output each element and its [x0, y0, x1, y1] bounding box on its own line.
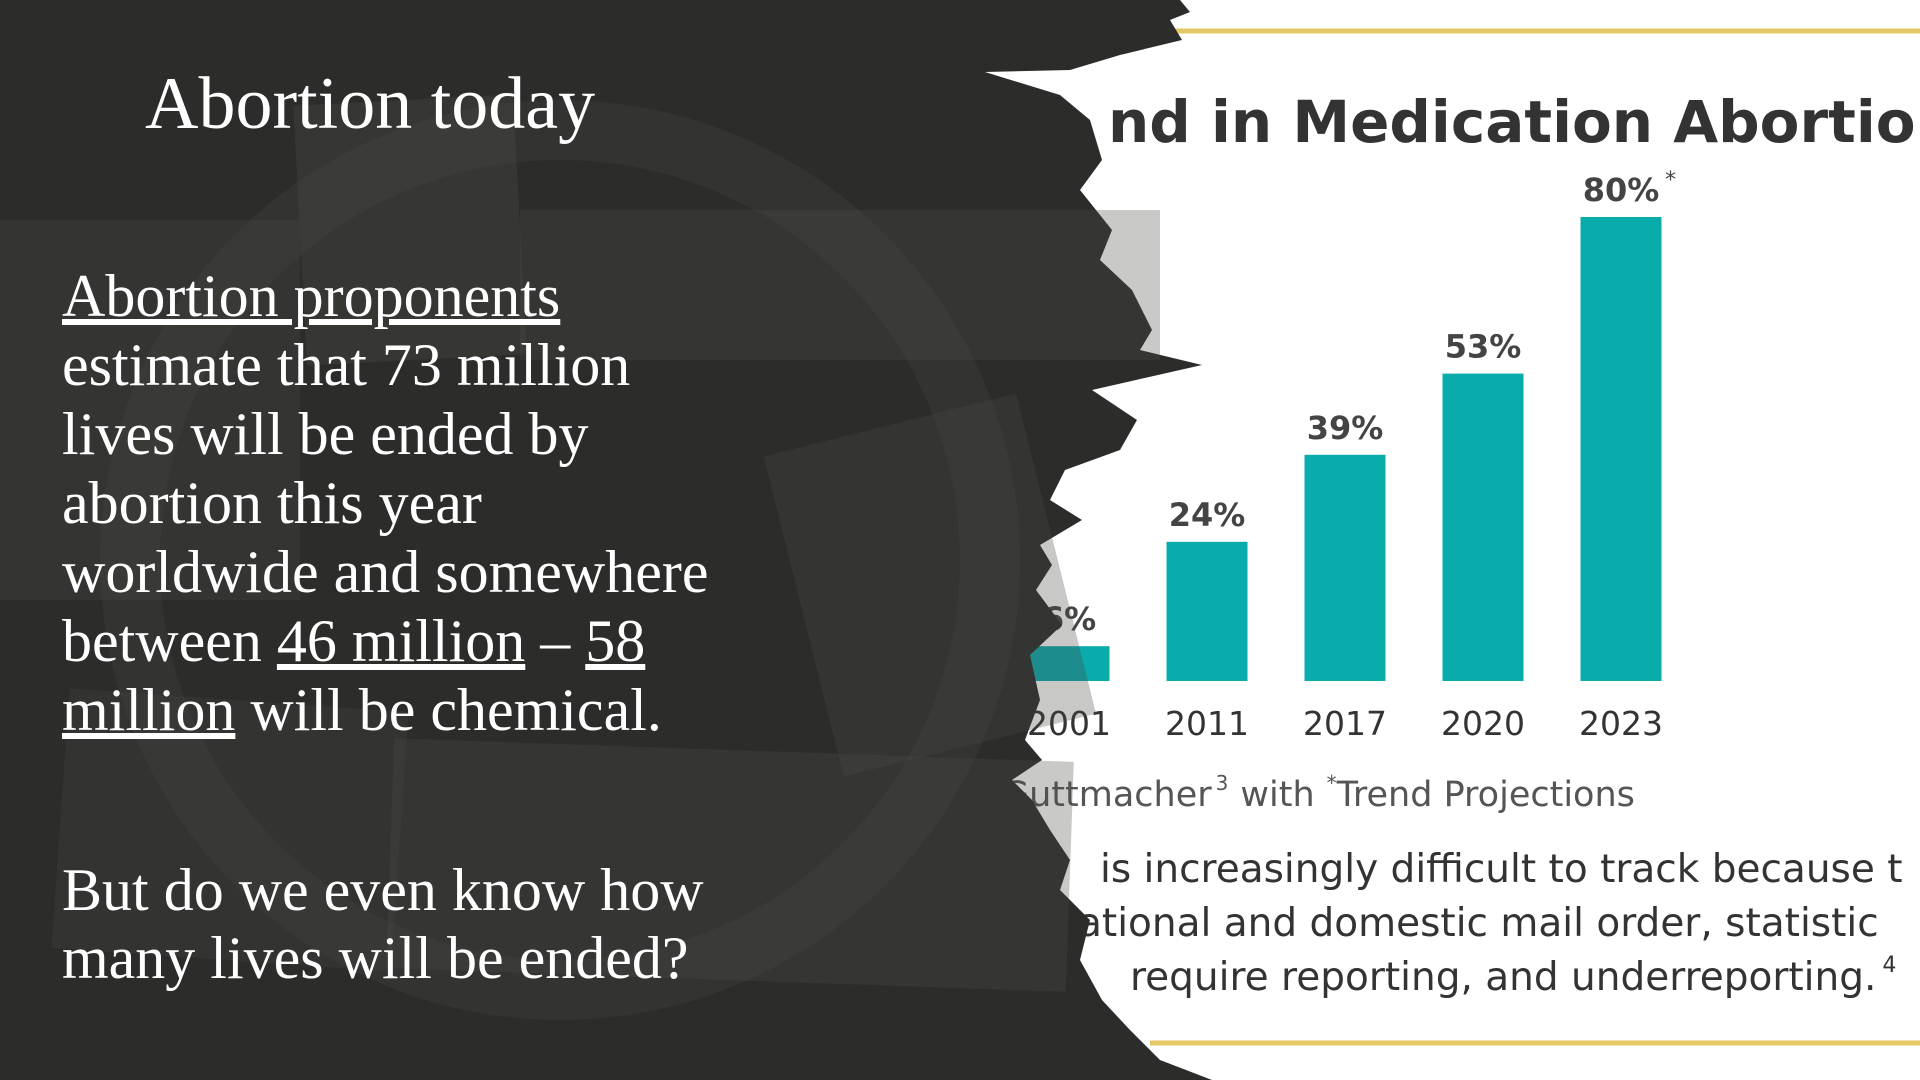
note-line: ational and domestic mail order, statist…	[1078, 901, 1879, 946]
x-tick-label: 2001	[1027, 704, 1111, 743]
question-line: But do we even know how	[62, 857, 704, 923]
newspaper-clipping	[293, 94, 527, 366]
underlined-text: million	[62, 677, 235, 743]
source-name: Guttmacher	[1002, 775, 1212, 815]
note-line: is increasingly difficult to track becau…	[1100, 847, 1903, 892]
bar	[1442, 373, 1524, 681]
body-line: abortion this year	[62, 470, 482, 536]
value-label: 39%	[1307, 409, 1384, 447]
background-circle	[100, 100, 1020, 1020]
chart: nd in Medication Abortion6%200124%201139…	[1002, 88, 1920, 1000]
x-tick-label: 2011	[1165, 704, 1249, 743]
x-tick-label: 2020	[1441, 704, 1525, 743]
text-segment: will be chemical.	[235, 677, 662, 743]
note-ref: 4	[1882, 953, 1896, 978]
text-segment: estimate that 73 million	[62, 332, 630, 398]
text-segment: –	[525, 608, 585, 674]
bar	[1304, 454, 1386, 681]
text-segment: worldwide and somewhere	[62, 539, 708, 605]
projection-label: Trend Projections	[1336, 775, 1635, 815]
bar	[1166, 541, 1248, 681]
underlined-text: 46 million	[277, 608, 525, 674]
newspaper-clipping	[763, 393, 1097, 777]
projection-mark: *	[1665, 168, 1676, 193]
source-mid: with	[1240, 775, 1314, 815]
text-segment: lives will be ended by	[62, 401, 589, 467]
newspaper-clipping	[0, 220, 300, 600]
chart-title: nd in Medication Abortion	[1108, 88, 1920, 156]
underlined-text: Abortion proponents	[62, 263, 560, 329]
value-label: 24%	[1169, 496, 1246, 534]
text-segment: between	[62, 608, 277, 674]
note-line: require reporting, and underreporting. 4	[1130, 953, 1896, 1000]
torn-panel	[0, 0, 1212, 1080]
newspaper-clipping	[386, 738, 1074, 992]
text-segment: abortion this year	[62, 470, 482, 536]
value-label: 80%	[1583, 171, 1660, 209]
bar	[1580, 217, 1662, 681]
source-ref: 3	[1216, 771, 1229, 795]
x-tick-label: 2023	[1579, 704, 1663, 743]
body-line: estimate that 73 million	[62, 332, 630, 398]
body-line: worldwide and somewhere	[62, 539, 708, 605]
projection-mark: *	[1327, 771, 1337, 795]
body-line: million will be chemical.	[62, 677, 662, 743]
bar	[1028, 646, 1110, 681]
source-line: Guttmacher 3 with *Trend Projections	[1002, 771, 1635, 815]
body-line: lives will be ended by	[62, 401, 589, 467]
slide-title: Abortion today	[145, 63, 595, 145]
body-line: Abortion proponents	[62, 263, 560, 329]
x-tick-label: 2017	[1303, 704, 1387, 743]
question-line: many lives will be ended?	[62, 925, 688, 991]
value-label: 53%	[1445, 328, 1522, 366]
newspaper-clipping	[520, 210, 1160, 360]
underlined-text: 58	[585, 608, 645, 674]
body-line: between 46 million – 58	[62, 608, 645, 674]
newspaper-clipping	[51, 688, 409, 972]
